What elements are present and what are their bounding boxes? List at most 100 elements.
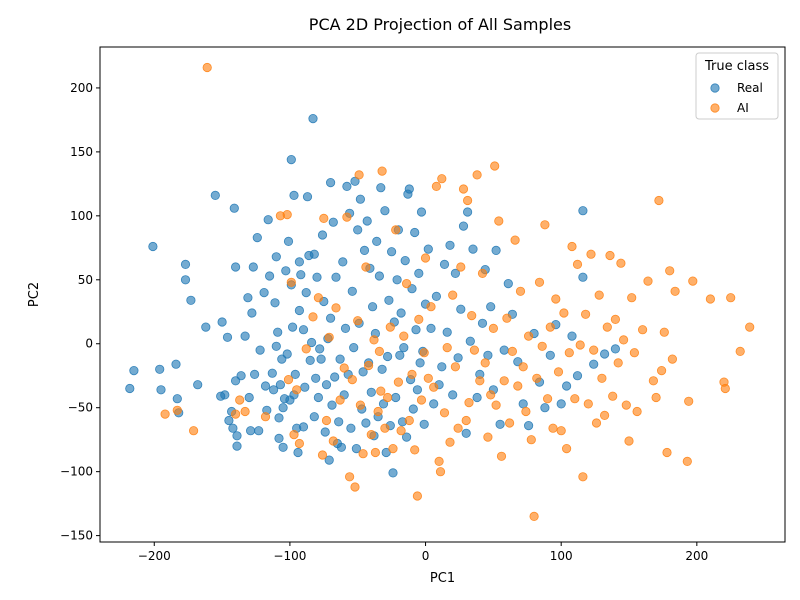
data-point bbox=[621, 400, 631, 410]
data-point bbox=[180, 259, 191, 269]
data-point bbox=[374, 271, 384, 281]
y-tick-label: 200 bbox=[70, 81, 93, 95]
data-point bbox=[236, 371, 246, 381]
data-point bbox=[534, 277, 545, 287]
data-point bbox=[376, 183, 386, 193]
data-point bbox=[464, 397, 474, 408]
data-point bbox=[720, 383, 730, 394]
data-point bbox=[321, 415, 332, 426]
data-point bbox=[286, 155, 296, 165]
data-point bbox=[651, 392, 661, 403]
data-point bbox=[523, 420, 534, 431]
data-point bbox=[567, 331, 577, 341]
data-point bbox=[186, 295, 196, 305]
data-point bbox=[235, 395, 245, 405]
data-point bbox=[450, 268, 460, 278]
data-point bbox=[217, 317, 227, 327]
data-point bbox=[491, 400, 501, 410]
data-point bbox=[282, 349, 292, 359]
data-point bbox=[412, 491, 422, 501]
data-point bbox=[353, 225, 363, 235]
y-tick-label: −50 bbox=[68, 401, 93, 415]
data-point bbox=[483, 350, 493, 360]
data-point bbox=[589, 359, 599, 369]
data-point bbox=[355, 194, 365, 204]
data-point bbox=[589, 345, 599, 355]
data-point bbox=[353, 316, 363, 326]
data-point bbox=[408, 404, 418, 414]
data-point bbox=[404, 415, 414, 426]
data-point bbox=[399, 342, 409, 353]
data-point bbox=[662, 447, 672, 458]
data-point bbox=[416, 395, 427, 405]
data-point bbox=[315, 344, 325, 354]
data-point bbox=[437, 362, 447, 372]
data-point bbox=[290, 369, 300, 379]
data-point bbox=[370, 447, 380, 458]
data-point bbox=[426, 323, 436, 333]
data-point bbox=[488, 323, 498, 333]
data-point bbox=[442, 342, 452, 353]
data-point bbox=[510, 235, 520, 245]
data-point bbox=[410, 227, 420, 238]
data-point bbox=[330, 372, 340, 382]
data-point bbox=[325, 313, 336, 323]
data-point bbox=[366, 387, 376, 397]
data-point bbox=[445, 240, 455, 250]
data-point bbox=[551, 294, 561, 304]
data-point bbox=[228, 423, 238, 433]
data-point bbox=[300, 382, 310, 392]
legend-marker-real bbox=[710, 83, 720, 93]
data-point bbox=[414, 314, 424, 324]
data-point bbox=[172, 405, 182, 415]
data-point bbox=[386, 247, 397, 257]
data-point bbox=[361, 418, 371, 428]
data-point bbox=[495, 419, 505, 429]
data-point bbox=[325, 178, 336, 188]
data-point bbox=[578, 206, 588, 216]
data-point bbox=[472, 170, 482, 180]
y-tick-label: 100 bbox=[70, 209, 93, 223]
data-point bbox=[320, 427, 330, 437]
data-point bbox=[286, 277, 296, 287]
data-point bbox=[616, 258, 626, 268]
data-point bbox=[532, 373, 542, 383]
data-point bbox=[129, 365, 139, 376]
data-point bbox=[435, 467, 446, 477]
data-point bbox=[559, 308, 569, 318]
data-point bbox=[567, 241, 577, 252]
data-point bbox=[350, 482, 360, 492]
data-point bbox=[490, 161, 500, 171]
data-point bbox=[659, 327, 669, 337]
data-point bbox=[298, 325, 309, 335]
data-point bbox=[553, 367, 564, 377]
x-tick-label: 200 bbox=[685, 549, 708, 563]
series-real bbox=[125, 114, 621, 478]
data-point bbox=[160, 409, 170, 419]
data-point bbox=[442, 327, 452, 337]
data-point bbox=[439, 259, 450, 269]
data-point bbox=[462, 207, 473, 217]
data-point bbox=[222, 332, 233, 342]
data-point bbox=[526, 435, 536, 445]
data-point bbox=[412, 385, 422, 395]
x-axis-ticks: −200 −100 0 100 200 bbox=[138, 542, 708, 563]
data-point bbox=[610, 314, 621, 324]
data-point bbox=[220, 390, 230, 400]
data-point bbox=[278, 442, 288, 452]
data-point bbox=[338, 257, 348, 267]
data-point bbox=[507, 346, 518, 356]
data-point bbox=[358, 449, 368, 459]
data-point bbox=[340, 323, 351, 333]
data-point bbox=[374, 346, 384, 356]
data-point bbox=[627, 293, 637, 303]
data-point bbox=[448, 290, 458, 300]
legend-title: True class bbox=[704, 59, 769, 74]
data-point bbox=[275, 380, 285, 390]
data-point bbox=[246, 426, 256, 436]
series-ai bbox=[160, 62, 755, 522]
data-point bbox=[156, 385, 166, 395]
plot-area-frame bbox=[99, 46, 786, 543]
data-point bbox=[342, 212, 352, 222]
data-point bbox=[210, 190, 220, 200]
